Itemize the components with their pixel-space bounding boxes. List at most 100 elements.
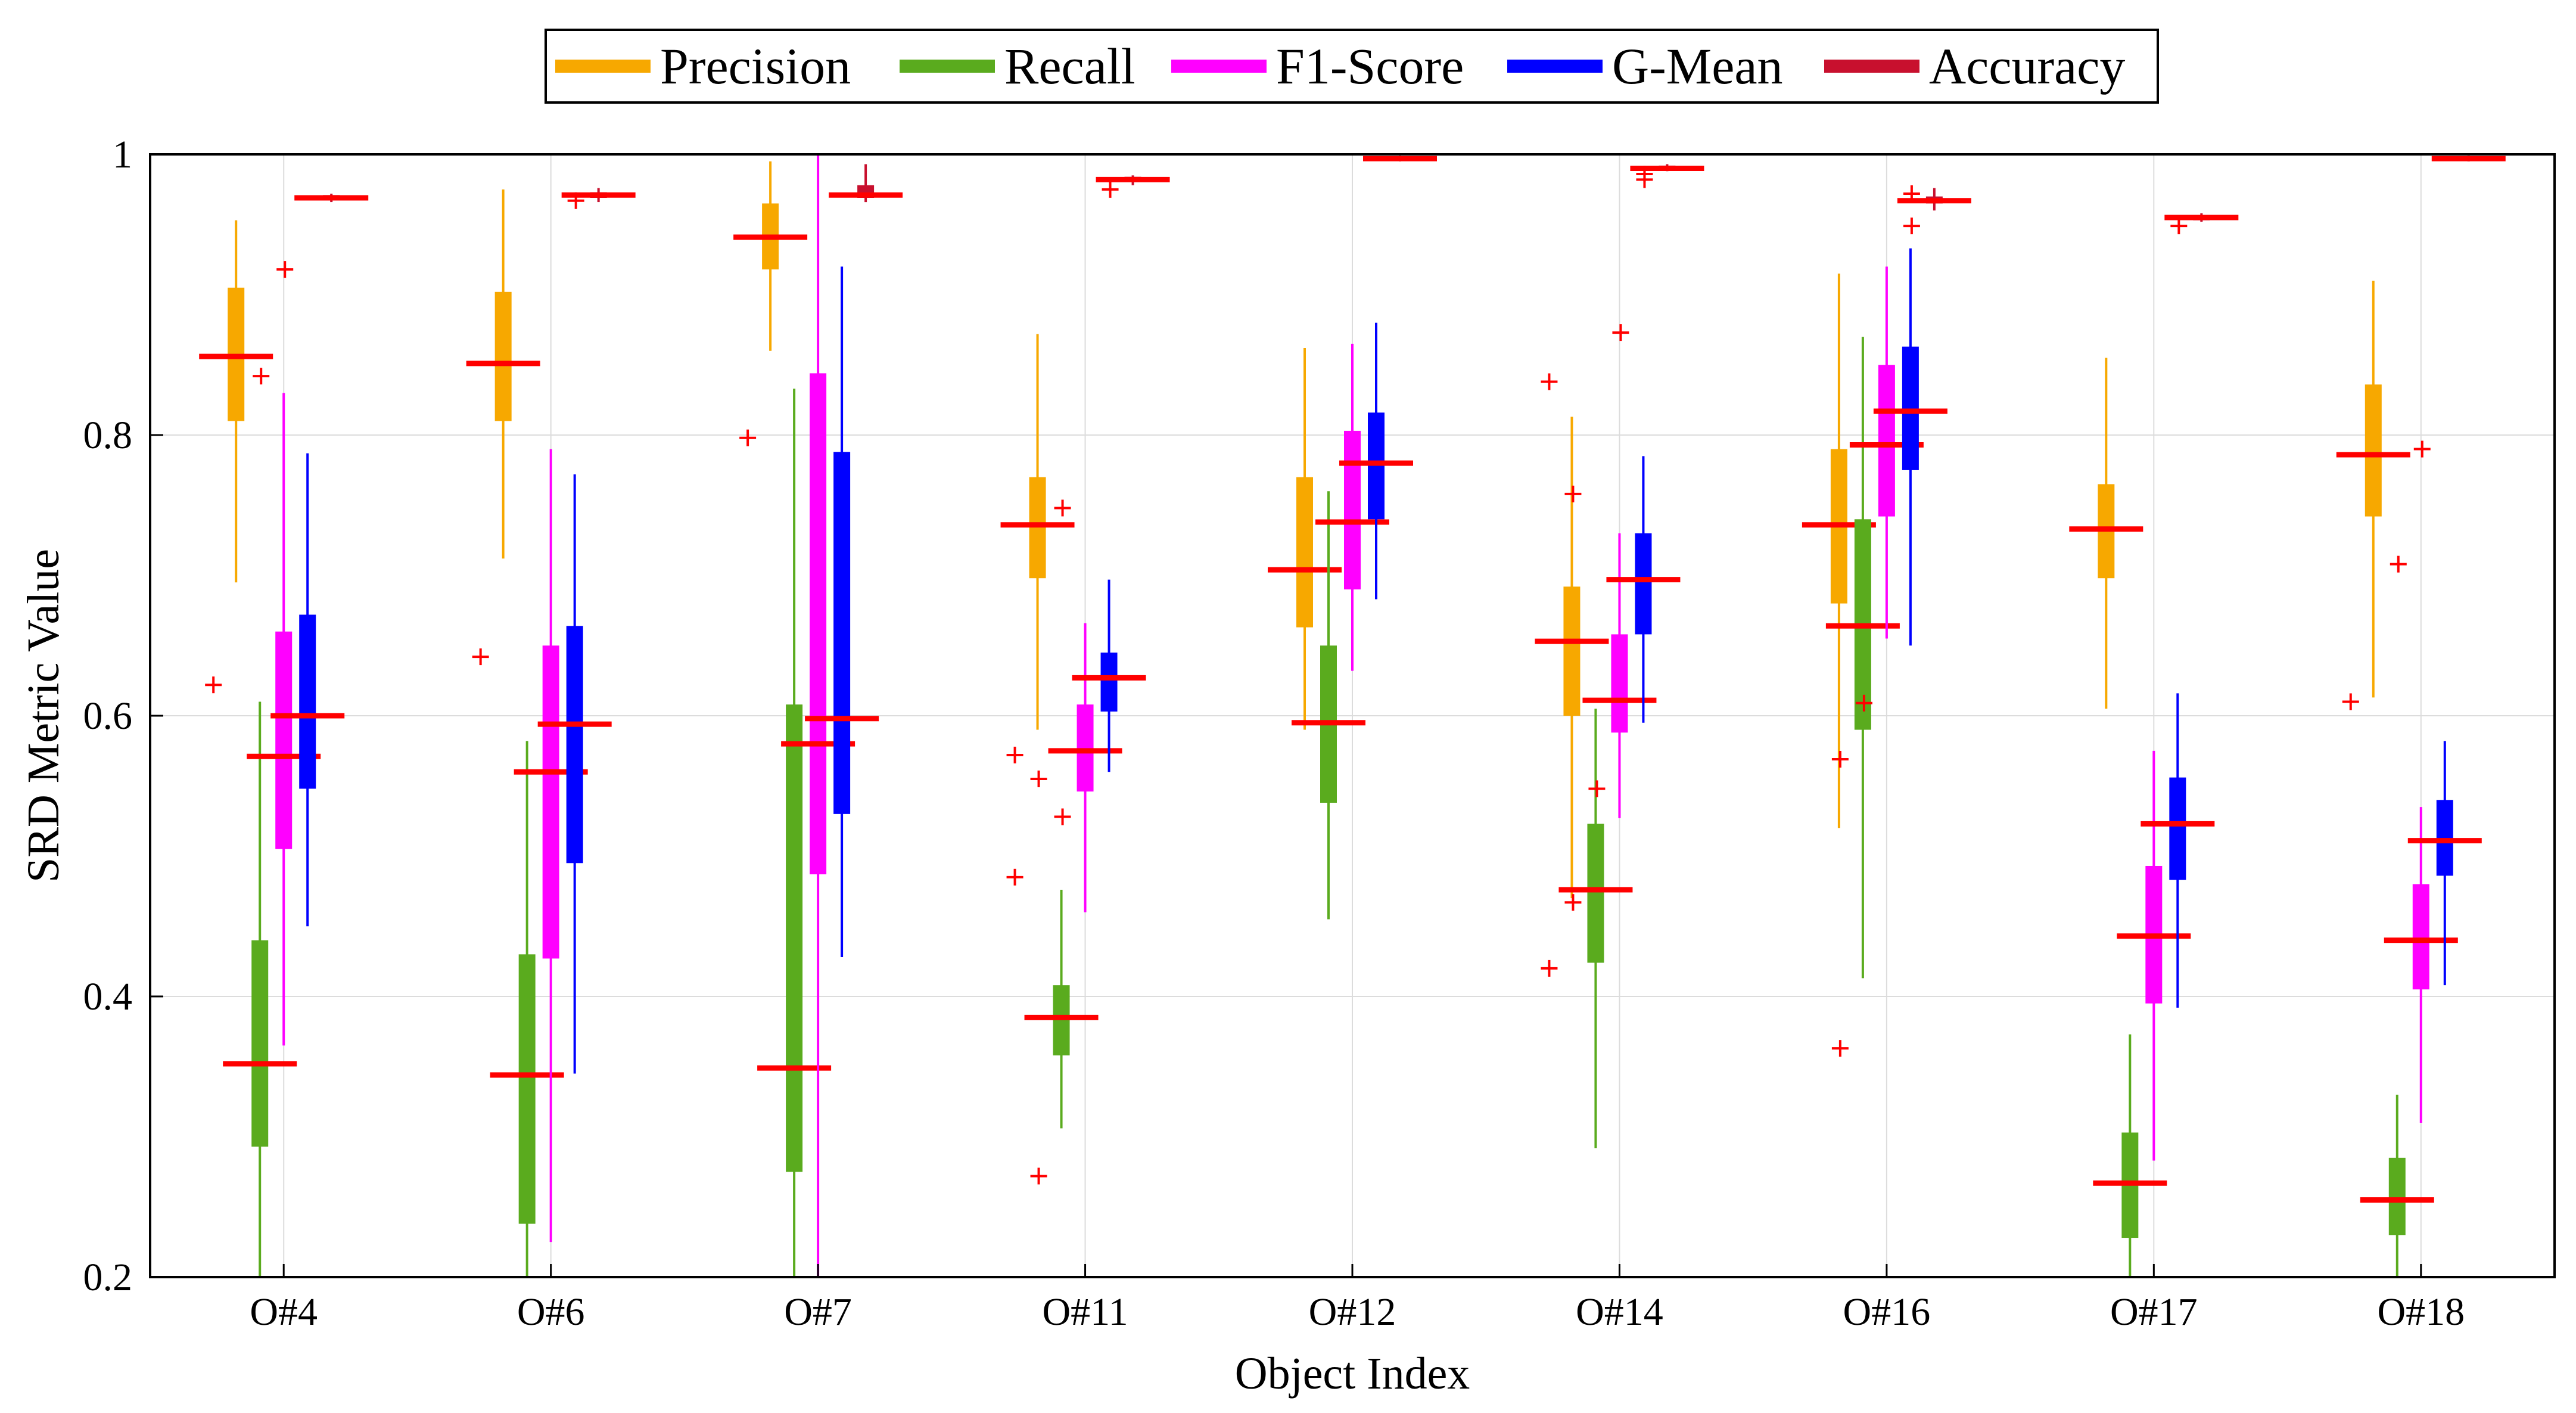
g-mean-box: [1902, 346, 1919, 470]
recall-box-group: [490, 741, 564, 1277]
f1-score-box-group: [781, 154, 855, 1277]
precision-outlier-marker: [739, 429, 757, 446]
x-tick-label: O#14: [1576, 1290, 1663, 1334]
recall-box-group: [223, 701, 297, 1277]
precision-box-group: [2336, 280, 2410, 710]
box-layer: [199, 154, 2506, 1277]
f1-score-box: [1611, 634, 1628, 733]
g-mean-box: [566, 626, 583, 864]
precision-box: [494, 291, 512, 421]
x-tick-label: O#16: [1843, 1290, 1931, 1334]
x-tick-label: O#4: [250, 1290, 318, 1334]
g-mean-box: [299, 614, 316, 789]
legend-label-f1-score: F1-Score: [1276, 38, 1464, 95]
precision-outlier-marker: [205, 676, 222, 694]
f1-score-box: [2412, 884, 2429, 990]
recall-outlier-marker: [1564, 485, 1582, 502]
g-mean-box-group: [537, 474, 612, 1074]
recall-box: [1587, 824, 1604, 963]
g-mean-box-group: [270, 261, 345, 927]
f1-score-outlier-marker: [2390, 555, 2407, 573]
g-mean-outlier-marker: [1612, 324, 1629, 341]
precision-box: [1029, 477, 1046, 579]
g-mean-box-group: [1339, 322, 1413, 600]
recall-box: [1053, 985, 1070, 1055]
precision-box-group: [1000, 334, 1075, 886]
accuracy-box-group: [2164, 213, 2239, 235]
accuracy-box-group: [1630, 164, 1704, 188]
legend-label-accuracy: Accuracy: [1929, 38, 2125, 95]
accuracy-box-group: [561, 188, 636, 209]
g-mean-outlier-marker: [276, 261, 294, 278]
precision-outlier-marker: [1541, 959, 1558, 977]
accuracy-box-group: [2431, 156, 2506, 162]
accuracy-outlier-marker: [1636, 171, 1653, 188]
legend: Precision Recall F1-Score G-Mean Accuracy: [545, 29, 2159, 104]
f1-score-outlier-marker: [1588, 780, 1606, 797]
accuracy-outlier-marker: [1102, 181, 1119, 198]
recall-box-group: [2093, 1034, 2167, 1277]
f1-score-outlier-marker: [253, 368, 270, 385]
f1-score-box: [542, 645, 559, 959]
f1-score-box: [1077, 704, 1094, 792]
g-mean-box: [2169, 777, 2186, 880]
precision-outlier-marker: [1541, 373, 1558, 390]
g-mean-box: [1635, 533, 1652, 635]
y-tick-label: 0.4: [83, 975, 133, 1018]
x-tick-label: O#18: [2377, 1290, 2465, 1334]
f1-score-box-group: [1849, 266, 1924, 712]
accuracy-outlier-marker: [2170, 218, 2188, 235]
recall-outlier-marker: [1564, 894, 1582, 911]
f1-score-box-group: [1315, 343, 1389, 671]
precision-box-group: [2069, 358, 2143, 709]
g-mean-box: [2436, 800, 2453, 876]
f1-score-outlier-marker: [1054, 499, 1071, 517]
precision-box-group: [466, 189, 540, 666]
recall-box-group: [1292, 491, 1365, 920]
accuracy-outlier-marker: [1903, 218, 1920, 235]
accuracy-outlier-marker: [1903, 185, 1920, 202]
legend-label-precision: Precision: [660, 38, 851, 95]
accuracy-box-group: [1897, 185, 1971, 235]
g-mean-box: [1368, 412, 1385, 520]
x-tick-label: O#12: [1309, 1290, 1396, 1334]
accuracy-box-group: [1363, 156, 1437, 162]
precision-box-group: [733, 161, 808, 446]
precision-box-group: [199, 220, 273, 694]
recall-box-group: [1558, 485, 1633, 1148]
f1-score-box: [810, 373, 827, 875]
g-mean-outlier-marker: [2413, 440, 2431, 458]
f1-score-box: [1344, 430, 1361, 590]
f1-score-outlier-marker: [1054, 808, 1071, 825]
x-tick-label: O#6: [517, 1290, 585, 1334]
recall-box: [518, 954, 536, 1224]
recall-box-group: [757, 389, 832, 1277]
y-axis-label: SRD Metric Value: [18, 549, 69, 883]
accuracy-box-group: [294, 193, 369, 203]
precision-outlier-marker: [1006, 746, 1023, 763]
y-tick-label: 0.2: [83, 1256, 133, 1299]
accuracy-box-group: [829, 164, 903, 203]
precision-outlier-marker: [2342, 693, 2359, 710]
f1-score-box-group: [2384, 555, 2458, 1123]
accuracy-outlier-marker: [567, 192, 584, 209]
precision-box: [1563, 586, 1581, 716]
precision-box-group: [1268, 347, 1342, 730]
g-mean-box-group: [1606, 324, 1681, 723]
recall-box: [786, 704, 803, 1172]
x-tick-label: O#7: [784, 1290, 852, 1334]
f1-score-outlier-marker: [1855, 694, 1872, 712]
g-mean-box: [1100, 653, 1118, 712]
accuracy-box-group: [1096, 175, 1170, 198]
g-mean-box-group: [1072, 579, 1146, 772]
precision-box-group: [1802, 274, 1876, 828]
recall-box: [251, 940, 269, 1147]
precision-outlier-marker: [472, 648, 489, 666]
recall-outlier-marker: [1030, 770, 1047, 787]
recall-outlier-marker: [1030, 1167, 1047, 1185]
legend-label-g-mean: G-Mean: [1612, 38, 1783, 95]
x-axis-label: Object Index: [1235, 1349, 1470, 1399]
precision-outlier-marker: [1006, 868, 1023, 886]
f1-score-box-group: [247, 368, 321, 1046]
